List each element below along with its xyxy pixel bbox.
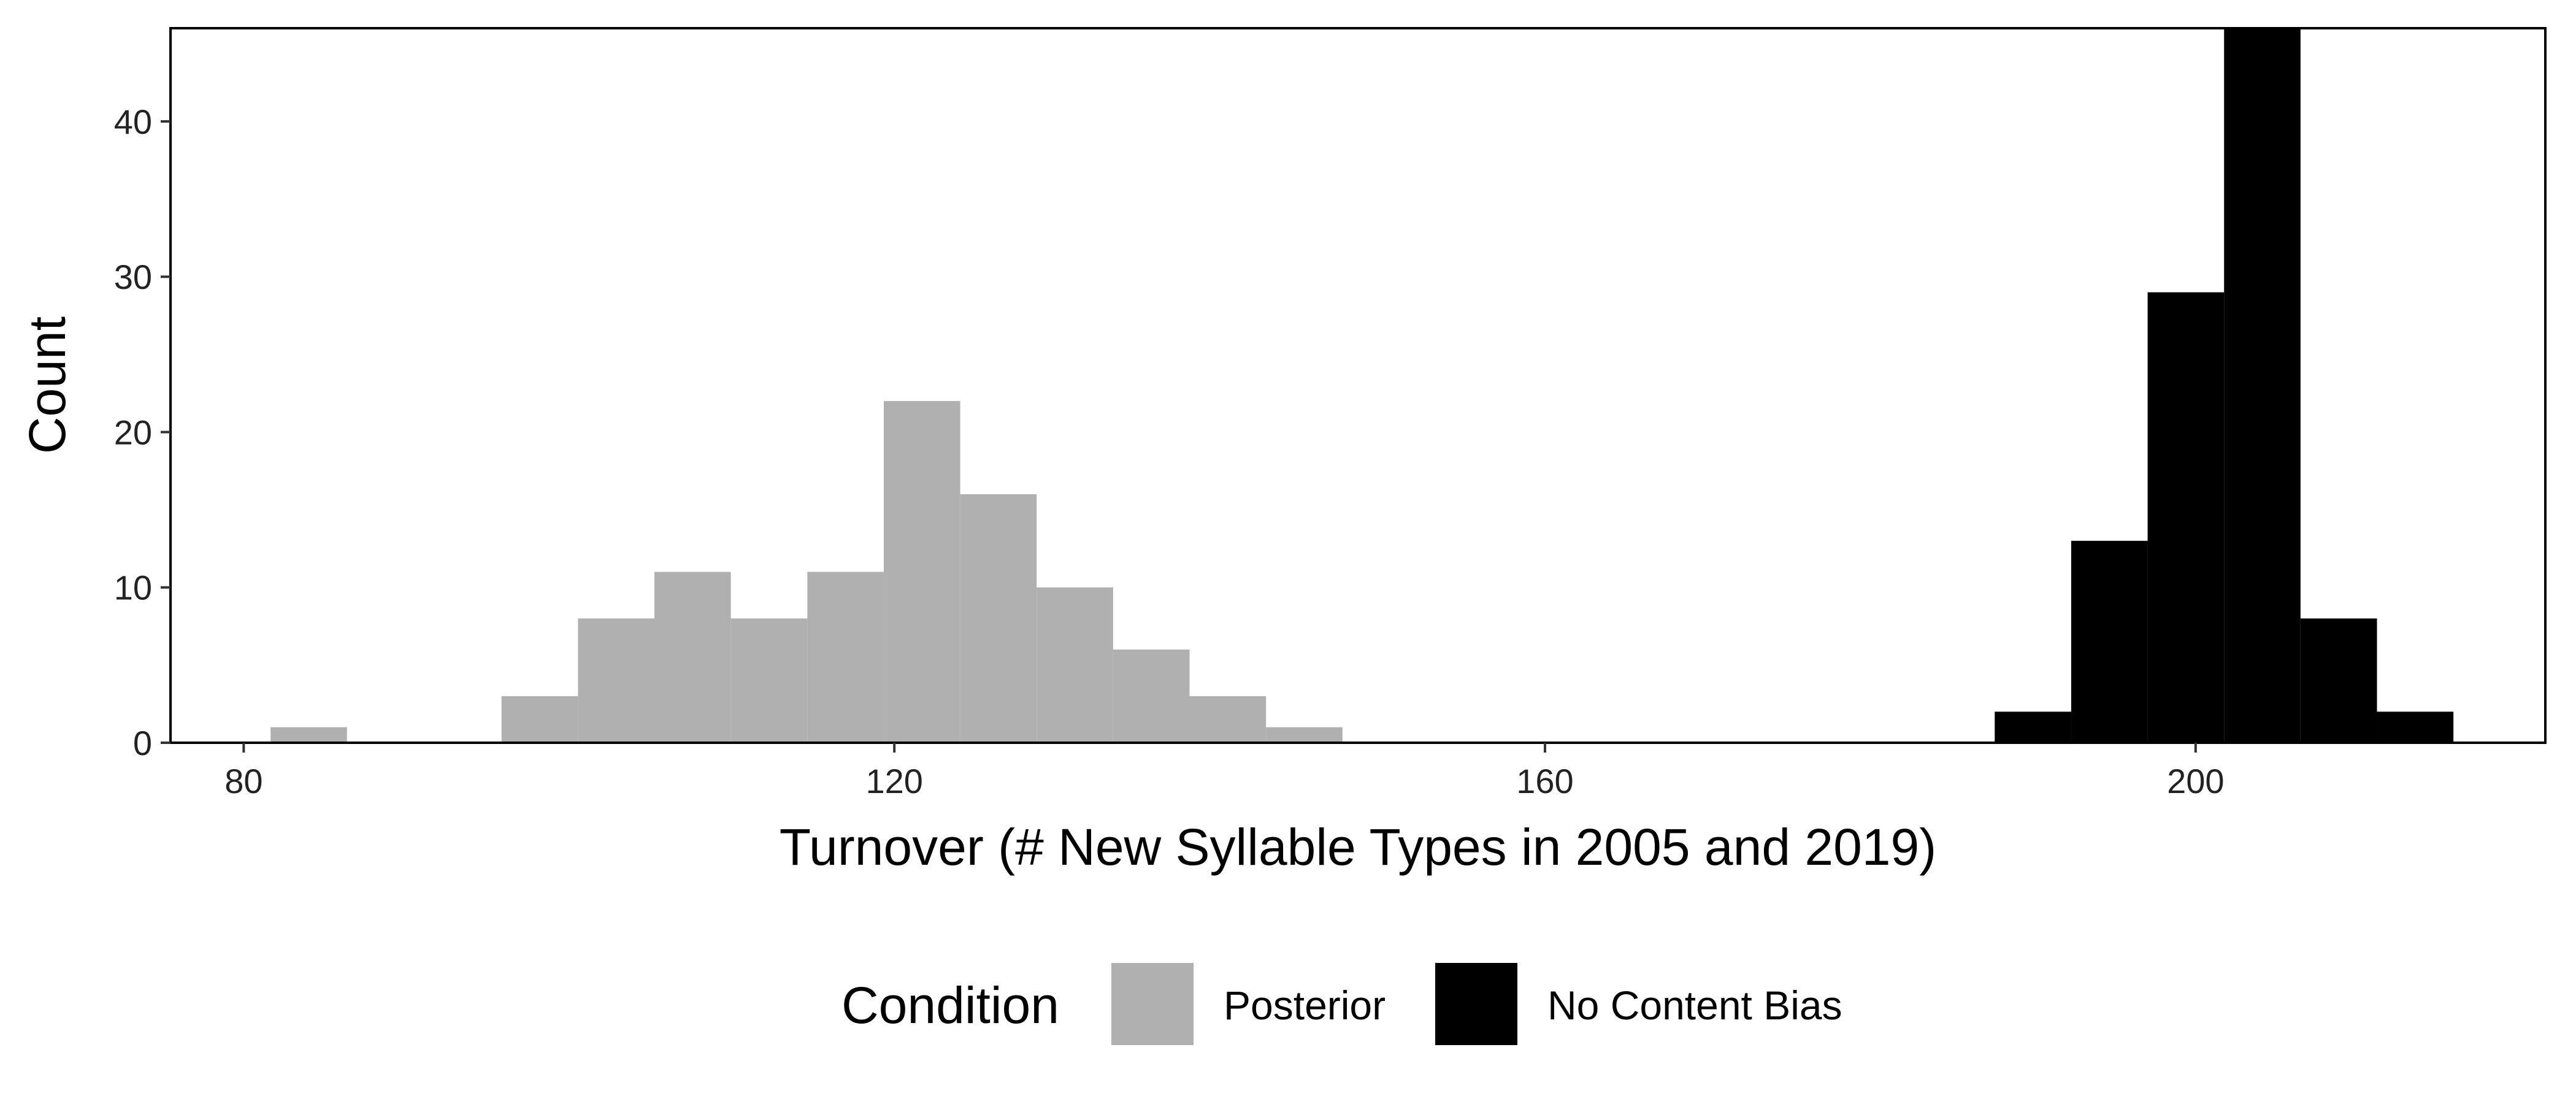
legend-swatch-no-content-bias <box>1435 963 1517 1045</box>
x-tick-label-80: 80 <box>224 762 263 800</box>
y-tick-label-10: 10 <box>114 569 152 607</box>
bar-no-content-bias-4 <box>2300 618 2377 743</box>
bar-no-content-bias-0 <box>1995 711 2071 743</box>
bar-posterior-1 <box>501 696 578 743</box>
bar-posterior-3 <box>654 572 731 743</box>
bar-posterior-0 <box>270 727 347 743</box>
x-axis-title: Turnover (# New Syllable Types in 2005 a… <box>780 818 1936 876</box>
bar-posterior-2 <box>578 618 654 743</box>
bar-no-content-bias-3 <box>2224 28 2301 743</box>
x-tick-label-120: 120 <box>865 762 922 800</box>
y-tick-label-20: 20 <box>114 413 152 451</box>
x-axis: 80 120 160 200 <box>224 743 2225 800</box>
y-axis: 0 10 20 30 40 <box>114 102 171 762</box>
legend-title: Condition <box>841 976 1059 1034</box>
legend-label-no-content-bias: No Content Bias <box>1547 983 1842 1028</box>
plot-panel-border <box>169 27 2547 744</box>
bar-posterior-9 <box>1113 650 1190 743</box>
legend-label-posterior: Posterior <box>1224 983 1386 1028</box>
bar-posterior-6 <box>883 401 960 743</box>
bar-no-content-bias-1 <box>2071 540 2148 743</box>
bar-no-content-bias-5 <box>2377 711 2454 743</box>
legend-swatch-posterior <box>1111 963 1194 1045</box>
bar-posterior-4 <box>730 618 808 743</box>
bars-layer <box>270 28 2454 743</box>
x-tick-label-160: 160 <box>1516 762 1573 800</box>
y-tick-label-40: 40 <box>114 102 152 141</box>
bar-posterior-7 <box>960 494 1037 743</box>
x-tick-label-200: 200 <box>2167 762 2224 800</box>
y-axis-title: Count <box>18 316 76 454</box>
y-tick-label-30: 30 <box>114 258 152 296</box>
legend: Condition Posterior No Content Bias <box>841 963 1842 1045</box>
bar-posterior-11 <box>1266 727 1343 743</box>
y-tick-label-0: 0 <box>133 724 152 762</box>
bar-posterior-8 <box>1037 587 1113 743</box>
bar-posterior-5 <box>807 572 884 743</box>
bar-posterior-10 <box>1189 696 1267 743</box>
bar-no-content-bias-2 <box>2147 292 2225 743</box>
